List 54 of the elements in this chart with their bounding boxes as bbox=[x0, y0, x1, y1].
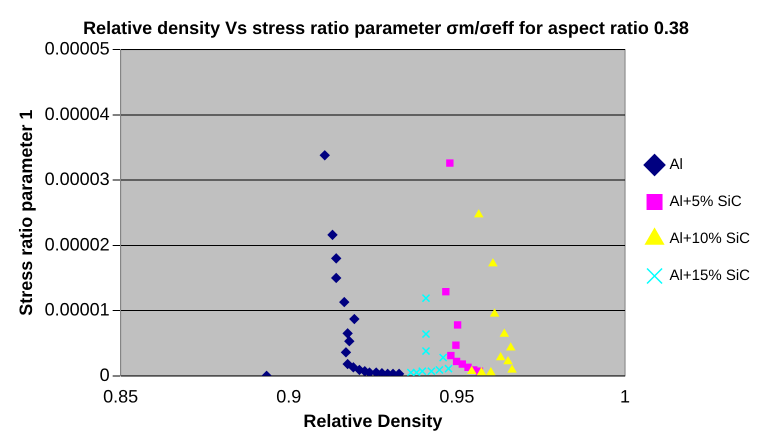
point bbox=[446, 159, 454, 167]
point bbox=[444, 364, 453, 373]
point bbox=[342, 359, 353, 370]
point bbox=[406, 368, 416, 376]
point bbox=[328, 230, 338, 240]
y-tick-label: 0 bbox=[100, 364, 110, 385]
point bbox=[331, 272, 342, 283]
point bbox=[412, 368, 421, 376]
point bbox=[504, 356, 512, 364]
point bbox=[486, 368, 496, 376]
point bbox=[496, 352, 506, 360]
point bbox=[331, 253, 342, 264]
point bbox=[344, 336, 354, 346]
y-axis-title: Stress ratio parameter 1 bbox=[16, 110, 36, 316]
point bbox=[442, 288, 450, 296]
point bbox=[488, 258, 498, 266]
point bbox=[500, 329, 509, 337]
legend-label: Al+10% SiC bbox=[670, 230, 750, 248]
point bbox=[508, 364, 516, 373]
x-tick-label: 1 bbox=[620, 386, 630, 407]
y-tick-label: 0.00002 bbox=[44, 234, 110, 254]
point bbox=[474, 210, 484, 218]
point bbox=[452, 341, 460, 349]
point bbox=[422, 330, 430, 338]
point bbox=[467, 366, 476, 374]
point bbox=[348, 362, 358, 372]
y-tick-label: 0.00005 bbox=[44, 38, 110, 59]
legend-label: Al+5% SiC bbox=[670, 193, 742, 210]
legend-label: Al bbox=[670, 156, 683, 174]
x-tick-label: 0.9 bbox=[276, 386, 302, 407]
x-tick-label: 0.85 bbox=[103, 386, 138, 407]
y-tick-label: 0.00004 bbox=[44, 104, 110, 124]
point bbox=[435, 366, 444, 374]
point bbox=[422, 346, 430, 356]
x-axis-title: Relative Density bbox=[303, 411, 442, 432]
point bbox=[349, 314, 360, 324]
point bbox=[506, 342, 516, 350]
point bbox=[339, 297, 350, 308]
x-tick-label: 0.95 bbox=[439, 386, 474, 407]
point bbox=[422, 294, 430, 302]
point bbox=[418, 366, 427, 376]
point bbox=[438, 353, 448, 362]
point bbox=[477, 368, 486, 376]
y-tick-label: 0.00003 bbox=[44, 169, 110, 190]
point bbox=[320, 150, 330, 160]
legend-label: Al+15% SiC bbox=[670, 267, 750, 284]
point bbox=[340, 347, 351, 358]
point bbox=[454, 321, 462, 329]
point bbox=[427, 366, 436, 376]
point bbox=[490, 308, 499, 317]
chart-title: Relative density Vs stress ratio parameter σm/σeff for aspect ratio 0.38 bbox=[83, 18, 689, 38]
point bbox=[447, 352, 455, 360]
y-tick-label: 0.00001 bbox=[44, 300, 110, 320]
point bbox=[342, 328, 353, 338]
